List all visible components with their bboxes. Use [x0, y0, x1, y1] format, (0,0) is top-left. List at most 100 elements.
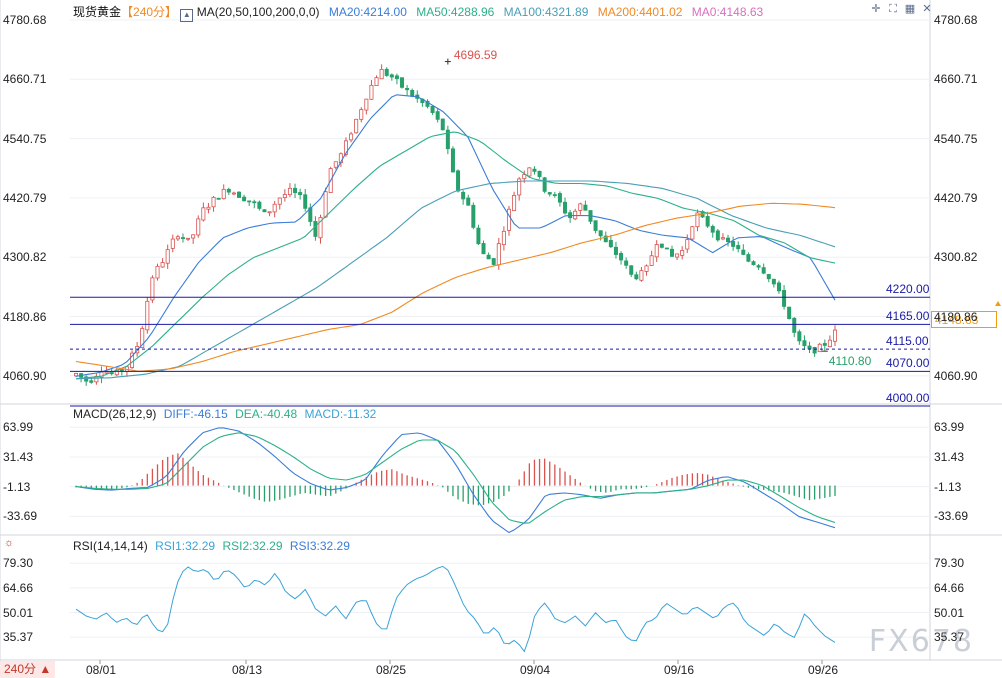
timeframe-label[interactable]: 【240分】: [121, 5, 178, 19]
candle-body: [165, 249, 170, 264]
candle-body: [450, 148, 455, 173]
ma200-value: MA200:4401.02: [597, 5, 683, 19]
candle-body: [272, 203, 277, 213]
candle-body: [374, 77, 379, 87]
candle-body: [379, 68, 384, 80]
ma-line-ma200: [75, 202, 836, 372]
main-ytick-left: 4180.86: [3, 309, 47, 324]
rsi-ytick-left: 35.37: [3, 630, 34, 645]
candle-body: [807, 345, 812, 350]
candle-body: [731, 241, 736, 247]
candle-body: [557, 193, 562, 203]
candle-body: [547, 192, 552, 195]
candle-body: [695, 212, 700, 228]
ma-line-ma100: [75, 180, 836, 380]
fullscreen-icon[interactable]: ⛶: [889, 3, 897, 15]
current-price-tag: 4148.63: [931, 311, 997, 328]
rsi-ytick-right: 64.66: [934, 580, 965, 595]
candle-body: [267, 211, 272, 214]
candle-body: [608, 240, 613, 248]
candle-body: [736, 245, 741, 250]
candle-body: [756, 265, 761, 268]
price-arrow-icon: [995, 301, 1001, 306]
candle-body: [715, 230, 720, 241]
candle-body: [277, 197, 282, 205]
candle-body: [140, 328, 145, 348]
candle-body: [180, 237, 185, 239]
x-tick-label: 09/04: [520, 663, 551, 677]
candle-body: [573, 210, 578, 220]
ma-name: MA(20,50,100,200,0,0): [196, 5, 320, 19]
candle-body: [827, 339, 832, 347]
candle-body: [201, 207, 206, 221]
candle-body: [394, 75, 399, 80]
candle-body: [282, 194, 287, 198]
candle-body: [461, 191, 466, 200]
candle-body: [619, 253, 624, 261]
candle-body: [797, 331, 802, 342]
rsi2-value: RSI2:32.29: [222, 539, 283, 553]
candle-body: [242, 196, 247, 202]
close-icon[interactable]: ✕: [922, 3, 932, 15]
candle-body: [466, 197, 471, 206]
main-ytick-right: 4780.68: [934, 13, 978, 27]
settings-icon[interactable]: ☼: [3, 537, 15, 549]
rsi-ytick-right: 50.01: [934, 605, 965, 620]
x-tick-label: 09/16: [664, 663, 695, 677]
main-ytick-left: 4780.68: [3, 13, 47, 27]
rsi-header: RSI(14,14,14) RSI1:32.29 RSI2:32.29 RSI3…: [73, 539, 350, 553]
main-ytick-left: 4540.75: [3, 131, 47, 146]
candle-body: [313, 221, 318, 237]
candle-body: [593, 220, 598, 231]
candle-body: [522, 174, 527, 180]
candle-body: [552, 194, 557, 197]
candle-body: [659, 243, 664, 248]
candle-body: [170, 238, 175, 249]
candle-body: [155, 265, 160, 279]
candle-body: [405, 88, 410, 91]
candle-body: [456, 170, 461, 192]
candle-body: [486, 254, 491, 260]
candle-body: [761, 267, 766, 274]
low-annotation: 4110.80: [828, 354, 872, 369]
candle-body: [425, 100, 430, 107]
candle-body: [822, 343, 827, 346]
macd-ytick-right: 31.43: [934, 449, 965, 464]
timeframe-button[interactable]: 240分 ▲: [0, 661, 56, 678]
candle-body: [726, 237, 731, 243]
candle-body: [766, 274, 771, 280]
x-tick-label: 08/13: [232, 663, 263, 677]
candle-body: [389, 74, 394, 78]
hline-label-4000.00: 4000.00: [886, 390, 930, 405]
crosshair-icon[interactable]: ✛: [871, 3, 881, 15]
candle-body: [400, 77, 405, 88]
candle-body: [206, 206, 211, 210]
candle-body: [440, 118, 445, 131]
candle-body: [669, 248, 674, 257]
macd-line-diff: [75, 427, 836, 534]
ma-settings-icon[interactable]: ▲: [180, 9, 194, 22]
candle-body: [527, 167, 532, 177]
candle-body: [501, 230, 506, 246]
high-annotation: 4696.59: [453, 47, 498, 62]
candle-body: [343, 140, 348, 155]
grid-icon[interactable]: ▦: [904, 3, 916, 15]
candle-body: [435, 111, 440, 120]
candle-body: [430, 105, 435, 113]
main-ytick-right: 4540.75: [934, 131, 978, 146]
candle-body: [833, 329, 838, 342]
macd-ytick-left: -1.13: [3, 479, 31, 494]
candle-body: [481, 243, 486, 255]
candle-body: [598, 230, 603, 237]
candle-body: [746, 254, 751, 262]
macd-ytick-right: -1.13: [934, 479, 962, 494]
macd-dea: DEA:-40.48: [235, 407, 298, 421]
candle-body: [563, 201, 568, 214]
macd-value: MACD:-11.32: [304, 407, 377, 421]
candle-body: [369, 84, 374, 100]
hline-label-4165.00: 4165.00: [886, 309, 930, 324]
rsi-line: [75, 565, 836, 653]
candle-body: [664, 247, 669, 250]
candle-body: [445, 129, 450, 150]
